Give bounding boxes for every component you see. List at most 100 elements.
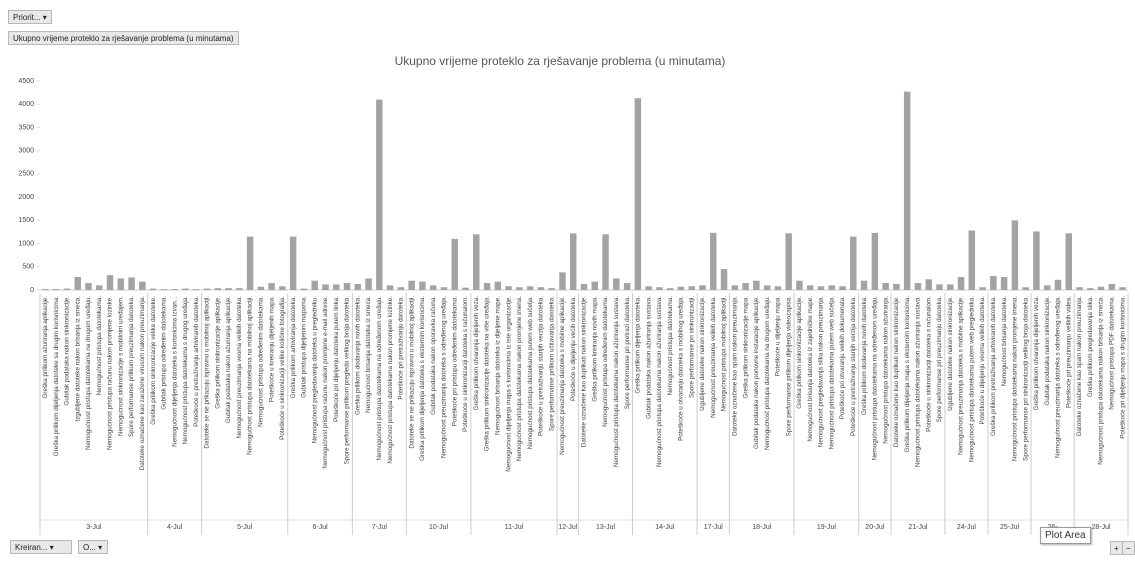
bar (96, 285, 103, 290)
bar (257, 286, 265, 290)
chart-title: Ukupno vrijeme proteklo za rješavanje pr… (395, 54, 726, 68)
bar (559, 272, 566, 290)
bar (1000, 276, 1008, 290)
bar (699, 285, 706, 290)
bar (106, 275, 114, 290)
priority-filter[interactable]: Priorit... ▾ (8, 10, 52, 24)
bar (365, 278, 372, 290)
group-label: 24-Jul (957, 524, 977, 531)
tooltip: Plot Area (1040, 527, 1091, 544)
bar (1054, 279, 1062, 290)
x-tick-label: Nemogućnost pristupa datotekama putem we… (828, 296, 835, 450)
x-tick-label: Datoteke se ne prikazuju ispravno u mobi… (408, 296, 415, 449)
bar (569, 233, 577, 290)
bar (957, 276, 965, 290)
x-tick-label: Nemogućnost pristupa datotekama nakon br… (1098, 296, 1105, 465)
y-tick-label: 0 (30, 287, 34, 294)
x-tick-label: Nemogućnost pristupa datotekama na određ… (376, 296, 383, 461)
x-tick-label: Nemogućnost pristupa datotekama putem we… (527, 296, 534, 450)
x-tick-label: Greška prilikom dodavanja novih datoteka… (354, 296, 361, 415)
bar (688, 286, 695, 290)
x-tick-label: Greška prilikom dijeljenja datoteka s ek… (419, 296, 426, 461)
x-tick-label: Greška prilikom pregledavanja slika. (1087, 296, 1094, 397)
bar (871, 232, 879, 290)
group-label: 14-Jul (655, 524, 675, 531)
group-label: 5-Jul (237, 524, 253, 531)
bar (300, 288, 308, 290)
bar (516, 287, 523, 290)
x-tick-label: Poteškoće pri otvaranju velikih dokumena… (839, 296, 846, 419)
bar (806, 285, 814, 290)
y-tick-label: 3500 (18, 124, 34, 131)
field-button[interactable]: Ukupno vrijeme proteklo za rješavanje pr… (8, 31, 239, 45)
bar (236, 288, 243, 290)
bar (925, 279, 932, 290)
bar (645, 286, 652, 290)
bar (354, 283, 362, 290)
x-tick-label: Datoteke označene kao zaražene virusom n… (139, 296, 146, 471)
x-tick-label: Nemogućnost pristupa datotekama na mobil… (247, 296, 254, 455)
x-tick-label: Spore performanse prilikom učitavanja da… (548, 296, 555, 431)
x-tick-label: Nemogućnost pristupa računu nakon promje… (322, 296, 329, 469)
x-tick-label: Poteškoće u sinkronizaciji datoteka s ra… (925, 296, 932, 432)
button-label: O... (83, 543, 96, 552)
y-tick-label: 1500 (18, 217, 34, 224)
x-tick-label: Greška prilikom dijeljenja mapa s ekster… (904, 296, 911, 453)
button-label: Kreiran... (15, 543, 48, 552)
x-tick-label: Nemogućnost preuzimanja datoteka s određ… (441, 296, 448, 458)
group-label: 19-Jul (817, 524, 837, 531)
y-tick-label: 500 (22, 264, 34, 271)
bar (882, 283, 889, 290)
x-tick-label: Nemogućnost pristupa računu nakon promje… (107, 296, 114, 450)
bar (731, 285, 739, 290)
bar (85, 283, 92, 290)
bar (613, 278, 620, 290)
x-tick-label: Nemogućnost brisanja datoteka iz smeća. (365, 296, 372, 413)
bar (289, 236, 297, 290)
x-tick-label: Spore performanse pri preuzimanju datote… (936, 296, 943, 423)
x-tick-label: Nemogućnost pristupa datotekama. (667, 296, 674, 396)
x-tick-label: Nemogućnost pristupa datotekama putem we… (968, 296, 975, 463)
x-tick-label: Greška prilikom dijeljenja datoteka. (635, 296, 642, 394)
group-label: 10-Jul (429, 524, 449, 531)
x-tick-label: Spore performanse pri sinkronizaciji. (688, 296, 695, 398)
created-filter[interactable]: Kreiran... ▾ (10, 540, 72, 554)
x-tick-label: Poteškoće u sinkronizaciji velike količi… (279, 296, 286, 440)
x-tick-label: Spore performanse prilikom pregleda veli… (344, 296, 351, 465)
x-tick-label: Spore performanse prilikom dijeljenja vi… (785, 296, 792, 437)
bar (1108, 283, 1116, 290)
y-tick-label: 4500 (18, 78, 34, 85)
bar (634, 98, 642, 290)
x-tick-label: Greška prilikom arhiviranja datoteka. (290, 296, 297, 398)
x-tick-label: Datoteke označene kao spam nakon preuzim… (1076, 296, 1083, 436)
bar (419, 281, 426, 290)
x-tick-label: Poteškoće pri pretraživanju datoteka. (398, 296, 405, 400)
bar (52, 289, 60, 290)
bar (63, 288, 71, 290)
x-tick-label: Nemogućnost pristupa PDF datotekama. (1109, 296, 1116, 410)
x-tick-label: Poteškoće u pretraživanju arhiviranih da… (193, 296, 200, 427)
bar (1043, 285, 1051, 290)
o-filter[interactable]: O... ▾ (78, 540, 108, 554)
bar (753, 280, 760, 290)
bar (128, 277, 135, 290)
bar (990, 276, 997, 290)
x-tick-label: Gubitak pristupa određenim datotekama. (161, 296, 168, 410)
x-tick-label: Izgubljene datoteke nakon sinkronizacije… (947, 296, 954, 411)
bar (666, 288, 674, 290)
group-label: 18-Jul (752, 524, 772, 531)
y-tick-label: 2000 (18, 194, 34, 201)
group-label: 7-Jul (372, 524, 388, 531)
bar (333, 284, 340, 290)
bar (42, 289, 49, 290)
x-tick-label: Gubitak pristupa dijeljenim mapama. (301, 296, 308, 398)
y-tick-label: 3000 (18, 148, 34, 155)
x-tick-label: Spore performanse pri sinkronizaciji vel… (1022, 296, 1029, 461)
bar (171, 289, 178, 290)
collapse-button[interactable]: − (1122, 541, 1135, 555)
group-label: 17-Jul (704, 524, 724, 531)
bar (311, 280, 318, 290)
group-label: 25-Jul (1000, 524, 1020, 531)
x-tick-label: Greška prilikom pretraživanja arhivirani… (990, 296, 997, 436)
x-tick-label: Poteškoće u dijeljenju veoma velikih dat… (979, 296, 986, 425)
